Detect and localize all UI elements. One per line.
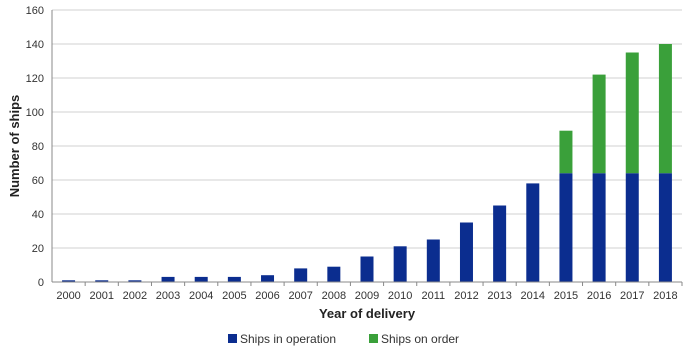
bar-ships-in-operation [658, 173, 672, 282]
bar-ships-in-operation [592, 173, 606, 282]
x-tick-label: 2006 [255, 290, 279, 302]
x-tick-label: 2011 [421, 290, 445, 302]
bar-ships-in-operation [459, 222, 473, 282]
bar-ships-in-operation [194, 276, 208, 282]
bar-ships-in-operation [128, 280, 142, 282]
bar-ships-in-operation [327, 266, 341, 282]
x-tick-label: 2013 [487, 290, 511, 302]
y-tick-label: 0 [38, 277, 44, 289]
x-tick-label: 2009 [355, 290, 379, 302]
bar-ships-on-order [625, 52, 639, 174]
x-tick-label: 2018 [653, 290, 677, 302]
bar-ships-in-operation [261, 275, 275, 282]
bar-ships-on-order [559, 130, 573, 174]
bar-ships-in-operation [161, 276, 175, 282]
x-tick-label: 2017 [620, 290, 644, 302]
bar-ships-in-operation [62, 280, 76, 282]
legend-label-ships-on-order: Ships on order [381, 332, 459, 346]
y-tick-label: 20 [32, 243, 44, 255]
y-tick-label: 140 [26, 39, 44, 51]
x-tick-label: 2000 [56, 290, 80, 302]
x-tick-label: 2003 [156, 290, 180, 302]
x-tick-label: 2014 [521, 290, 545, 302]
x-tick-label: 2010 [388, 290, 412, 302]
x-tick-label: 2002 [123, 290, 147, 302]
y-tick-label: 80 [32, 141, 44, 153]
bar-ships-in-operation [95, 280, 109, 282]
legend: Ships in operation Ships on order [228, 332, 459, 346]
y-tick-labels: 0 20 40 60 80 100 120 140 160 [26, 5, 44, 289]
bars [62, 44, 672, 282]
bar-ships-on-order [658, 44, 672, 174]
x-tick-label: 2004 [189, 290, 213, 302]
bar-ships-on-order [592, 74, 606, 174]
x-tick-label: 2005 [222, 290, 246, 302]
gridlines [52, 9, 682, 283]
bar-ships-in-operation [393, 246, 407, 282]
bar-ships-in-operation [294, 268, 308, 282]
legend-swatch-ships-in-operation [228, 334, 237, 343]
y-tick-label: 160 [26, 5, 44, 17]
legend-swatch-ships-on-order [369, 334, 378, 343]
bar-ships-in-operation [360, 256, 374, 282]
y-axis-title: Number of ships [7, 95, 22, 198]
bar-ships-in-operation [559, 173, 573, 282]
bar-ships-in-operation [625, 173, 639, 282]
x-tick-label: 2008 [322, 290, 346, 302]
y-tick-label: 120 [26, 73, 44, 85]
y-tick-label: 100 [26, 107, 44, 119]
bar-ships-in-operation [493, 205, 507, 282]
bar-ships-in-operation [526, 183, 540, 282]
x-tick-label: 2015 [554, 290, 578, 302]
x-tick-label: 2007 [288, 290, 312, 302]
y-tick-label: 60 [32, 175, 44, 187]
y-tick-label: 40 [32, 209, 44, 221]
legend-label-ships-in-operation: Ships in operation [240, 332, 336, 346]
x-tick-label: 2016 [587, 290, 611, 302]
x-tick-label: 2001 [89, 290, 113, 302]
bar-ships-in-operation [426, 239, 440, 282]
x-tick-label: 2012 [454, 290, 478, 302]
bar-ships-in-operation [227, 276, 241, 282]
x-axis-title: Year of delivery [319, 306, 416, 321]
x-tick-labels: 2000 2001 2002 2003 2004 2005 2006 2007 2008 2009… [56, 282, 683, 302]
